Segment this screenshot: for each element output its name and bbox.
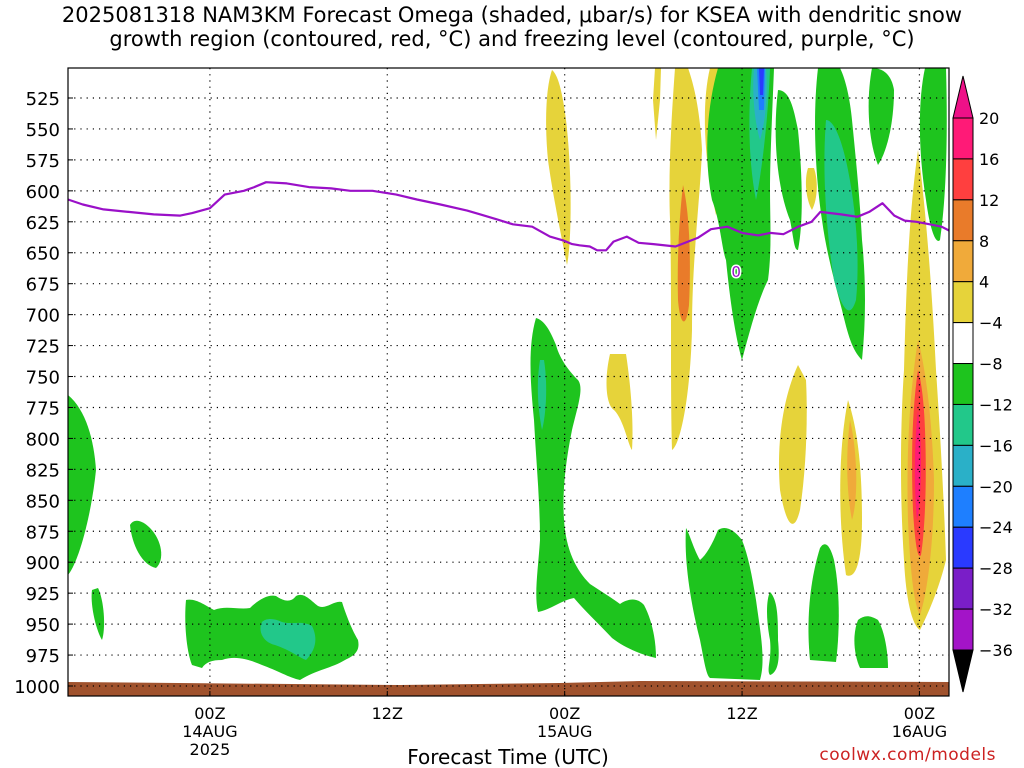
- colorbar-label: 12: [979, 191, 999, 210]
- gridlines: [68, 68, 949, 696]
- x-axis-title: Forecast Time (UTC): [407, 745, 609, 768]
- x-tick-label: 14AUG: [182, 722, 237, 741]
- omega-positive-region: [805, 168, 817, 210]
- colorbar: 20 16 12 8 4 −4 −8 −12 −16 −20 −24 −28 −32 −36: [952, 75, 1013, 693]
- y-tick-label: 925: [26, 584, 60, 605]
- freezing-level-label: 0: [731, 263, 741, 281]
- y-tick-label: 825: [26, 460, 60, 481]
- colorbar-label: −16: [979, 436, 1013, 455]
- y-tick-label: 650: [26, 244, 60, 265]
- omega-negative-region: [685, 528, 763, 680]
- colorbar-band: [952, 240, 974, 283]
- y-tick-label: 950: [26, 615, 60, 636]
- x-tick-label: 12Z: [726, 704, 757, 723]
- colorbar-band: [952, 117, 974, 160]
- y-tick-label: 775: [26, 398, 60, 419]
- colorbar-top-arrow: [952, 75, 974, 119]
- omega-positive-region: [653, 68, 661, 140]
- y-tick-label: 600: [26, 182, 60, 203]
- colorbar-label: −36: [979, 641, 1013, 660]
- chart-title-line-1: 2025081318 NAM3KM Forecast Omega (shaded…: [61, 3, 963, 27]
- y-axis-tick-labels: 525 550 575 600 625 650 675 700 725 750 775 800 825 8…: [14, 89, 60, 698]
- y-tick-label: 800: [26, 429, 60, 450]
- omega-positive-region: [914, 410, 921, 520]
- y-tick-label: 1000: [14, 677, 60, 698]
- colorbar-band: [952, 526, 974, 569]
- y-tick-label: 875: [26, 522, 60, 543]
- omega-negative-region: [68, 395, 96, 575]
- y-tick-label: 675: [26, 275, 60, 296]
- omega-negative-region: [130, 520, 162, 568]
- omega-negative-region: [868, 68, 894, 165]
- x-tick-label: 12Z: [372, 704, 403, 723]
- omega-positive-region: [606, 354, 633, 450]
- colorbar-label: −12: [979, 395, 1013, 414]
- omega-negative-region: [530, 318, 656, 658]
- y-tick-label: 700: [26, 306, 60, 327]
- y-tick-label: 550: [26, 120, 60, 141]
- x-tick-label: 16AUG: [892, 722, 947, 741]
- x-tick-label: 15AUG: [537, 722, 592, 741]
- colorbar-label: −32: [979, 600, 1013, 619]
- omega-negative-region: [91, 588, 105, 640]
- x-tick-label: 00Z: [904, 704, 935, 723]
- freezing-level-line: [67, 181, 950, 252]
- colorbar-band: [952, 322, 974, 365]
- colorbar-label: 4: [979, 273, 989, 292]
- omega-positive-region: [677, 185, 690, 322]
- colorbar-label: 16: [979, 150, 999, 169]
- omega-negative-region: [537, 360, 547, 430]
- colorbar-label: −20: [979, 477, 1013, 496]
- colorbar-bottom-arrow: [952, 649, 974, 693]
- y-tick-label: 525: [26, 89, 60, 110]
- colorbar-label: 20: [979, 109, 999, 128]
- watermark: coolwx.com/models: [819, 745, 996, 765]
- colorbar-label: −24: [979, 518, 1013, 537]
- x-tick-label: 00Z: [549, 704, 580, 723]
- y-tick-label: 750: [26, 368, 60, 389]
- colorbar-label: −28: [979, 559, 1013, 578]
- omega-positive-region: [778, 365, 807, 524]
- colorbar-band: [952, 199, 974, 242]
- colorbar-label: 8: [979, 232, 989, 251]
- omega-negative-region: [767, 592, 779, 675]
- y-tick-label: 850: [26, 491, 60, 512]
- terrain-below-ground: [68, 681, 949, 696]
- omega-negative-region: [759, 68, 764, 95]
- omega-positive-region: [847, 420, 857, 520]
- colorbar-band: [952, 608, 974, 651]
- omega-negative-region: [919, 68, 947, 241]
- colorbar-band: [952, 444, 974, 487]
- x-tick-label: 00Z: [194, 704, 225, 723]
- y-tick-label: 725: [26, 337, 60, 358]
- colorbar-band: [952, 485, 974, 528]
- y-tick-label: 575: [26, 151, 60, 172]
- omega-negative-region: [260, 619, 316, 660]
- y-tick-label: 975: [26, 646, 60, 667]
- freezing-level-contour: 0: [67, 181, 950, 283]
- colorbar-band: [952, 281, 974, 324]
- plot-border: [67, 67, 950, 697]
- colorbar-label: −4: [979, 314, 1003, 333]
- y-tick-label: 900: [26, 553, 60, 574]
- colorbar-band: [952, 363, 974, 405]
- colorbar-band: [952, 567, 974, 610]
- y-tick-label: 625: [26, 213, 60, 234]
- omega-negative-region: [775, 90, 802, 250]
- colorbar-band: [952, 158, 974, 201]
- omega-shading: [68, 68, 947, 680]
- x-tick-label: 2025: [190, 740, 231, 759]
- chart-title-line-2: growth region (contoured, red, °C) and f…: [109, 27, 915, 51]
- colorbar-label: −8: [979, 355, 1003, 374]
- omega-negative-region: [808, 544, 839, 662]
- colorbar-band: [952, 403, 974, 446]
